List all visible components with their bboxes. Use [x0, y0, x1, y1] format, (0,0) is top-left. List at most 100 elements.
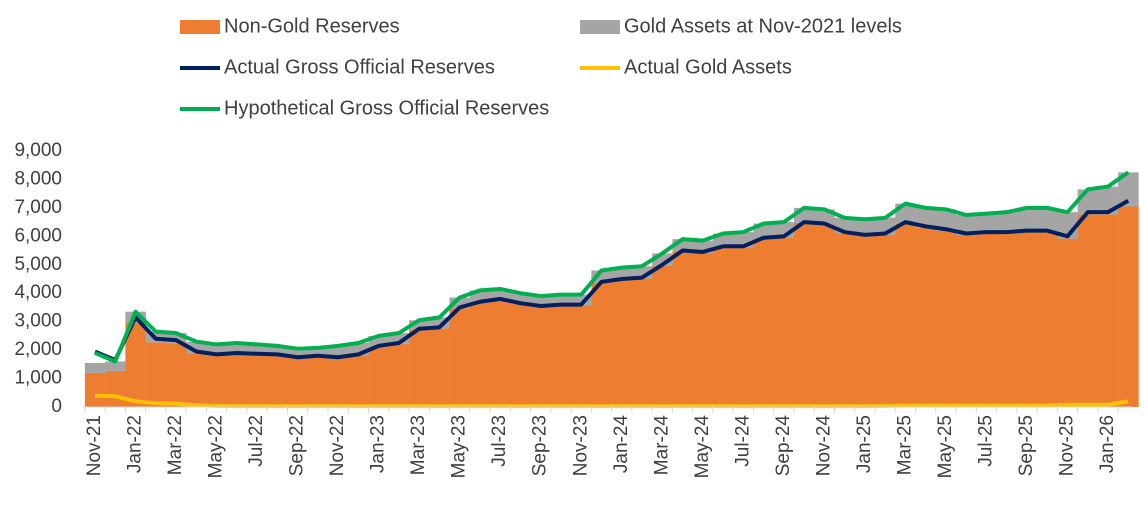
y-tick-label: 9,000: [14, 140, 62, 161]
bar-segment: [652, 265, 673, 407]
bar-segment: [368, 335, 390, 347]
bar-segment: [307, 356, 329, 407]
bar-segment: [125, 323, 146, 407]
line-series: [94, 199, 1130, 363]
bar-segment: [429, 328, 450, 407]
x-tick-label: May-23: [449, 415, 470, 478]
bar-segment: [267, 345, 288, 356]
bar-segment: [1016, 232, 1038, 407]
bar-segment: [287, 358, 309, 407]
y-tick-label: 8,000: [14, 168, 62, 189]
y-tick-label: 1,000: [14, 368, 62, 389]
bar-segment: [510, 304, 531, 407]
bar-segment: [935, 230, 957, 407]
bar-segment: [1037, 207, 1058, 233]
bar-segment: [348, 355, 369, 407]
legend-label: Non-Gold Reserves: [224, 15, 400, 37]
legend-swatch: [580, 20, 620, 34]
bar-segment: [226, 343, 248, 354]
x-tick-label: Jan-23: [368, 415, 389, 473]
legend-label: Hypothetical Gross Official Reserves: [224, 97, 549, 119]
legend-label: Actual Gross Official Reserves: [224, 56, 495, 78]
y-tick-label: 7,000: [14, 197, 62, 218]
bar-segment: [206, 344, 227, 356]
bar-segment: [287, 348, 309, 359]
bar-segment: [186, 341, 207, 354]
x-tick-label: May-22: [206, 415, 227, 478]
bar-segment: [571, 294, 592, 306]
bar-segment: [530, 296, 552, 307]
x-tick-label: Jan-24: [611, 415, 632, 474]
bar-segment: [84, 372, 106, 407]
bar-segment: [1077, 214, 1099, 407]
bar-segment: [956, 215, 977, 235]
legend-label: Gold Assets at Nov-2021 levels: [624, 15, 902, 37]
bar-segment: [449, 308, 471, 407]
bar-segment: [611, 279, 633, 407]
x-tick-label: Nov-21: [84, 415, 105, 476]
bar-segment: [814, 224, 835, 407]
bar-segment: [469, 302, 491, 407]
bar-segment: [571, 305, 592, 407]
bar-segment: [753, 238, 775, 407]
bar-segment: [490, 288, 511, 300]
bar-segment: [1118, 172, 1139, 207]
x-tick-label: May-24: [692, 415, 713, 479]
x-tick-label: Nov-24: [813, 415, 834, 477]
bar-segment: [793, 222, 815, 407]
y-tick-label: 2,000: [14, 339, 62, 360]
bar-segment: [490, 299, 511, 407]
legend-label: Actual Gold Assets: [624, 56, 792, 78]
x-tick-label: Sep-24: [773, 415, 794, 477]
line-series: [94, 170, 1130, 364]
bar-segment: [449, 297, 471, 309]
bar-segment: [875, 234, 896, 407]
x-tick-label: Jan-26: [1097, 415, 1118, 473]
bar-segment: [935, 209, 957, 231]
y-tick-label: 0: [51, 396, 62, 417]
bar-segment: [915, 207, 937, 228]
bar-segment: [409, 320, 430, 330]
bar-segment: [996, 233, 1018, 407]
x-tick-label: Jul-22: [246, 415, 267, 467]
bar-segment: [186, 353, 207, 407]
x-tick-label: Sep-22: [287, 415, 308, 476]
bar-segment: [996, 212, 1018, 234]
bar-segment: [267, 355, 288, 407]
x-tick-label: Mar-23: [408, 415, 429, 475]
bar-segment: [591, 282, 612, 407]
bar-segment: [105, 361, 126, 371]
bar-segment: [712, 247, 734, 407]
bar-segment: [145, 342, 167, 407]
bar-segment: [1097, 214, 1119, 407]
y-tick-label: 4,000: [14, 282, 62, 303]
bar-segment: [631, 278, 653, 407]
bar-segment: [165, 343, 187, 407]
bar-segment: [550, 294, 572, 306]
bar-segment: [550, 305, 572, 407]
line-series: [94, 393, 1129, 409]
y-tick-label: 5,000: [14, 254, 62, 275]
bar-segment: [388, 333, 410, 344]
bar-segment: [409, 329, 430, 407]
bar-segment: [915, 227, 937, 407]
x-tick-label: Nov-22: [327, 415, 348, 476]
x-tick-label: Mar-22: [165, 415, 186, 475]
bar-segment: [206, 355, 227, 407]
x-tick-label: Nov-25: [1056, 415, 1077, 476]
x-tick-label: Nov-23: [570, 415, 591, 476]
bar-segment: [1037, 232, 1058, 407]
x-tick-label: Jul-24: [732, 415, 753, 467]
bar-segment: [429, 317, 450, 329]
y-tick-label: 6,000: [14, 225, 62, 246]
bar-segment: [692, 252, 714, 407]
legend-swatch: [180, 20, 220, 34]
x-tick-label: Jul-23: [489, 415, 510, 467]
bar-segment: [956, 234, 977, 407]
bar-segment: [733, 247, 754, 407]
bar-segment: [854, 235, 876, 407]
bar-segment: [226, 353, 248, 407]
bar-segment: [895, 223, 916, 407]
y-tick-label: 3,000: [14, 311, 62, 332]
